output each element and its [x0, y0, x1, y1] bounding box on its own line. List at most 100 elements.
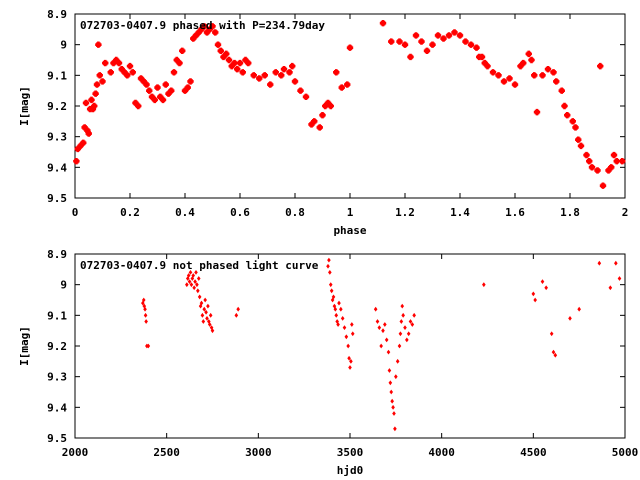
y-tick-label: 9	[60, 279, 67, 292]
data-point	[392, 411, 396, 416]
data-point	[102, 59, 109, 67]
data-point	[297, 87, 304, 94]
data-point	[412, 32, 420, 39]
data-point	[126, 62, 134, 70]
data-point	[187, 78, 194, 85]
data-point	[381, 328, 385, 334]
data-point	[210, 328, 215, 334]
data-point	[88, 96, 95, 104]
data-point	[334, 312, 339, 318]
y-tick-label: 9.2	[47, 100, 67, 113]
x-tick-label: 0.4	[175, 206, 195, 219]
data-point	[201, 23, 208, 30]
y-tick-label: 9	[60, 39, 67, 52]
data-point	[185, 276, 190, 281]
data-point	[599, 182, 607, 189]
data-point	[379, 20, 387, 27]
data-point	[333, 69, 340, 76]
data-point	[350, 331, 355, 337]
data-point	[250, 72, 257, 79]
data-point	[614, 260, 618, 266]
data-point	[176, 59, 183, 67]
data-point	[191, 273, 196, 278]
data-point	[577, 142, 585, 150]
y-tick-label: 9.1	[47, 309, 67, 322]
data-point	[236, 59, 244, 67]
data-point	[319, 112, 326, 119]
data-point	[143, 306, 147, 312]
x-tick-label: 1	[347, 206, 354, 219]
data-point	[418, 38, 425, 45]
y-axis-ticks: 8.9 9 9.1 9.2 9.3 9.4 9.5	[47, 248, 625, 445]
data-point	[316, 124, 323, 131]
data-point	[115, 59, 123, 67]
data-points	[141, 257, 622, 432]
data-point	[608, 164, 615, 171]
data-point	[346, 343, 350, 349]
data-point	[141, 297, 146, 303]
x-tick-label: 1.4	[450, 206, 470, 219]
y-tick-label: 8.9	[47, 8, 67, 21]
y-axis-label: I[mag]	[18, 86, 31, 126]
data-point	[333, 306, 338, 312]
data-point	[82, 99, 90, 107]
data-point	[245, 59, 252, 67]
data-point	[143, 312, 148, 318]
data-point	[335, 319, 339, 324]
data-point	[408, 319, 413, 324]
data-point	[478, 53, 486, 61]
data-point	[328, 282, 333, 288]
data-point	[544, 285, 548, 291]
data-point	[146, 87, 153, 94]
data-point	[209, 23, 216, 30]
data-point	[387, 368, 392, 373]
data-point	[146, 343, 151, 349]
x-tick-label: 5000	[612, 446, 639, 459]
data-point	[462, 38, 469, 45]
data-point	[390, 398, 394, 404]
data-point	[179, 47, 186, 54]
data-point	[302, 93, 310, 100]
data-point	[267, 81, 274, 88]
data-point	[327, 257, 331, 263]
data-point	[185, 282, 189, 288]
data-point	[407, 53, 414, 61]
data-point	[170, 69, 178, 76]
data-point	[189, 282, 194, 288]
data-point	[342, 325, 347, 330]
data-point	[278, 72, 285, 79]
data-point	[594, 167, 601, 174]
data-point	[208, 312, 213, 318]
data-point	[495, 72, 502, 79]
y-axis-ticks: 8.9 9 9.1 9.2 9.3 9.4 9.5	[47, 8, 625, 205]
data-point	[410, 322, 415, 327]
data-point	[467, 41, 475, 48]
data-point	[344, 81, 351, 88]
data-point	[528, 56, 535, 64]
data-point	[135, 102, 142, 110]
data-point	[261, 72, 268, 79]
x-tick-label: 0	[72, 206, 79, 219]
data-point	[489, 69, 497, 76]
data-point	[141, 300, 145, 306]
y-tick-label: 9.1	[47, 69, 67, 82]
data-point	[73, 158, 80, 165]
data-point	[396, 38, 403, 45]
data-point	[445, 32, 453, 39]
data-point	[384, 337, 389, 343]
data-point	[399, 319, 404, 324]
data-point	[205, 316, 209, 321]
data-point	[400, 303, 405, 309]
data-point	[311, 118, 318, 125]
data-point	[231, 59, 238, 67]
y-tick-label: 9.4	[47, 401, 67, 414]
data-point	[223, 50, 230, 58]
data-point	[533, 108, 541, 116]
data-point	[544, 66, 552, 73]
data-point	[327, 102, 334, 110]
data-point	[405, 337, 409, 343]
data-point	[388, 380, 393, 386]
x-axis-label: phase	[333, 224, 366, 237]
